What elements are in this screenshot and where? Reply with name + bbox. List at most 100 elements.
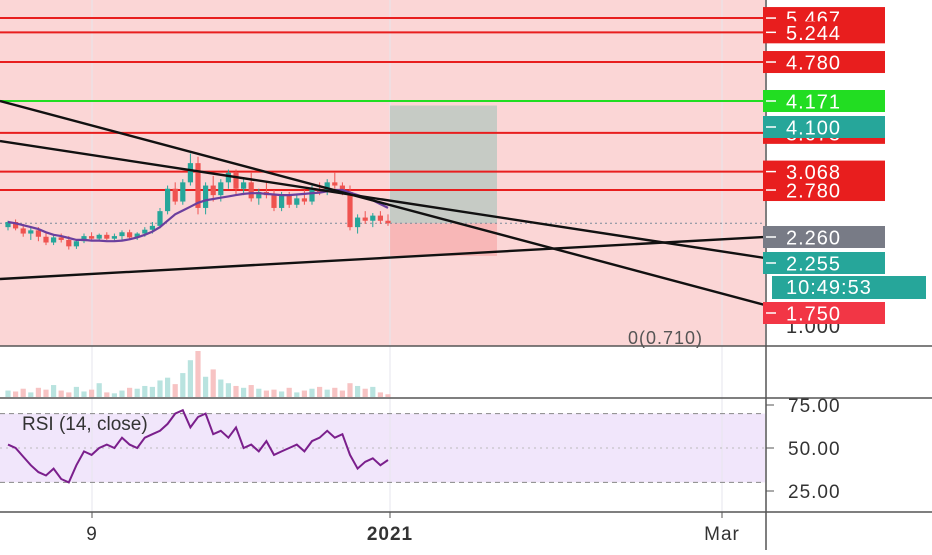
volume-bar: [309, 388, 315, 397]
volume-bar: [294, 392, 300, 397]
volume-bar: [233, 385, 239, 397]
candle-body: [104, 234, 110, 239]
candle-body: [271, 195, 277, 208]
candle-body: [294, 198, 300, 205]
level-price-tag-label: 4.780: [786, 53, 841, 75]
price-tag: 4.100: [763, 116, 885, 140]
volume-bar: [51, 385, 57, 397]
candle-body: [165, 188, 171, 212]
candle-body: [279, 195, 285, 208]
trendline-descending-steep: [0, 99, 766, 307]
volume-bar: [347, 383, 353, 397]
volume-bar: [256, 388, 262, 397]
candle-body: [81, 236, 87, 242]
volume-bar: [370, 386, 376, 397]
candle-body: [66, 239, 72, 247]
x-axis-tick: 2021: [367, 524, 413, 545]
volume-bar: [263, 390, 269, 397]
candle-body: [256, 191, 262, 199]
volume-bar: [355, 385, 361, 397]
volume-bar: [13, 391, 19, 397]
volume-bar: [339, 390, 345, 397]
trendline-descending: [0, 139, 766, 260]
level-price-tag-label: 4.171: [786, 92, 841, 114]
candle-body: [355, 217, 361, 228]
level-price-tag: 4.171: [763, 90, 885, 114]
rsi-axis-tick: 25.00: [788, 482, 841, 503]
price-tag-bg: [763, 252, 885, 274]
candle-body: [286, 195, 292, 205]
candle-body: [149, 225, 155, 230]
price-tag-stop-label: 1.750: [786, 304, 841, 326]
level-price-tag-label: 5.244: [786, 23, 841, 45]
volume-bar: [66, 392, 72, 397]
volume-bar: [187, 360, 193, 397]
volume-bar: [119, 390, 125, 397]
candle-body: [195, 163, 201, 208]
volume-bar: [35, 387, 41, 397]
volume-bar: [73, 386, 79, 397]
price-tag-label: 4.100: [786, 118, 841, 140]
candle-body: [89, 236, 95, 239]
volume-bar: [157, 380, 163, 397]
candle-body: [111, 236, 117, 239]
volume-bar: [317, 386, 323, 397]
volume-bar: [225, 383, 231, 397]
volume-bar: [301, 390, 307, 397]
volume-bar: [81, 391, 87, 397]
candle-body: [5, 222, 11, 228]
candle-body: [233, 172, 239, 189]
volume-bar: [195, 351, 201, 397]
candle-body: [43, 236, 49, 243]
candle-body: [127, 232, 133, 238]
level-price-tag: 4.780: [763, 51, 885, 75]
level-price-tag: 5.244: [763, 21, 885, 45]
candle-body: [134, 233, 140, 238]
candle-body: [157, 211, 163, 226]
volume-bar: [165, 377, 171, 397]
candle-body: [20, 228, 26, 234]
level-price-tag-bg: [763, 160, 885, 183]
candle-body: [301, 198, 307, 202]
candle-body: [309, 188, 315, 202]
candle-body: [362, 217, 368, 221]
volume-bar: [172, 384, 178, 397]
candle-body: [377, 215, 383, 221]
position-target-zone: [390, 105, 497, 224]
level-price-tag: 3.068: [763, 160, 885, 184]
volume-bar: [271, 389, 277, 397]
volume-bar: [362, 388, 368, 397]
candle-body: [339, 185, 345, 192]
volume-bar: [248, 385, 254, 397]
level-price-tag-bg: [763, 51, 885, 74]
volume-bar: [203, 376, 209, 397]
volume-bar: [43, 389, 49, 397]
volume-bar: [58, 390, 64, 397]
candle-body: [218, 182, 224, 196]
rsi-axis-tick: 75.00: [788, 396, 841, 417]
candle-body: [51, 237, 57, 243]
candle-body: [347, 191, 353, 228]
volume-bar: [5, 390, 11, 397]
candle-body: [203, 185, 209, 208]
volume-bar: [89, 389, 95, 397]
volume-bar: [180, 373, 186, 397]
price-zone-fill: [0, 0, 765, 346]
level-price-tag-bg: [763, 21, 885, 44]
volume-bar: [104, 392, 110, 397]
price-tag-bg: [763, 226, 885, 248]
volume-bar: [286, 387, 292, 397]
rsi-line: [7, 408, 389, 484]
price-tag: 2.255: [763, 252, 885, 276]
rsi-title: RSI (14, close): [22, 414, 148, 435]
volume-bar: [279, 391, 285, 397]
volume-bar: [127, 387, 133, 397]
x-axis-tick: 9: [86, 524, 98, 545]
candle-body: [58, 237, 64, 240]
volume-bar: [134, 388, 140, 397]
price-tag-stop: 1.750: [763, 302, 885, 326]
candle-body: [172, 188, 178, 202]
price-tag-bg: [763, 116, 885, 138]
